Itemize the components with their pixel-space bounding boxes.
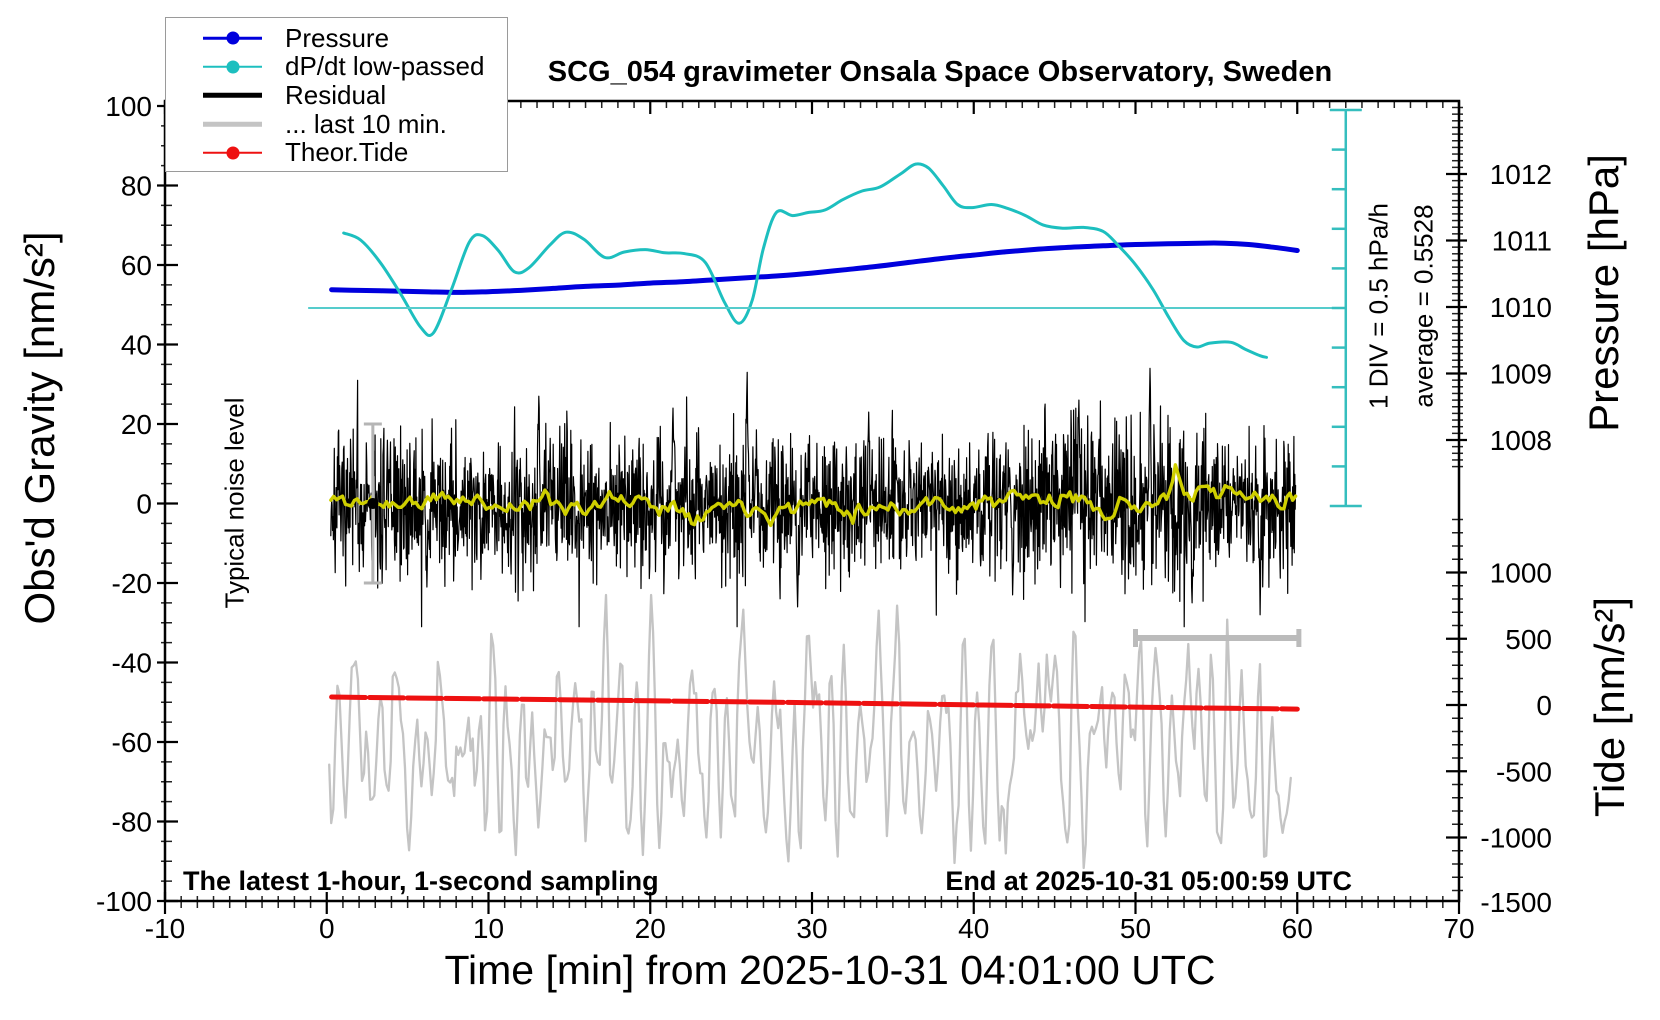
x-tick-label: 20 <box>635 913 666 944</box>
plot-frame <box>163 99 1461 903</box>
gravity-tick-label: -100 <box>96 886 152 917</box>
dpdt-lowpass-line <box>342 162 1268 359</box>
pressure-tick-label: 1010 <box>1490 292 1552 323</box>
gravity-tick-label: -40 <box>112 648 152 679</box>
gravity-tick-label: 80 <box>121 171 152 202</box>
gravity-tick-label: -20 <box>112 568 152 599</box>
x-tick-label: 70 <box>1443 913 1474 944</box>
x-tick-label: 30 <box>796 913 827 944</box>
pressure-tick-label: 1008 <box>1490 425 1552 456</box>
gravity-tick-label: -80 <box>112 807 152 838</box>
pressure-tick-label: 1012 <box>1490 159 1552 190</box>
gravity-tick-label: 0 <box>136 489 152 520</box>
pressure-line <box>329 240 1300 295</box>
last-10-min-trace <box>328 593 1292 870</box>
x-tick-label: 60 <box>1282 913 1313 944</box>
gravity-tick-label: 20 <box>121 409 152 440</box>
x-tick-label: 50 <box>1120 913 1151 944</box>
tide-tick-label: 500 <box>1505 624 1552 655</box>
tide-tick-label: 0 <box>1536 690 1552 721</box>
pressure-tick-label: 1011 <box>1492 226 1552 257</box>
tide-tick-label: -500 <box>1496 756 1552 787</box>
noise-level-dot <box>367 498 379 509</box>
x-tick-label: 40 <box>958 913 989 944</box>
gravity-tick-label: 40 <box>121 330 152 361</box>
residual-lowpass-line <box>329 463 1298 528</box>
theoretical-tide-line <box>329 694 1300 712</box>
tide-tick-label: 1000 <box>1490 558 1552 589</box>
x-tick-label: 0 <box>319 913 335 944</box>
gravity-tick-label: 100 <box>105 91 152 122</box>
gravity-tick-label: -60 <box>112 727 152 758</box>
tide-tick-label: -1000 <box>1480 823 1552 854</box>
gravity-tick-label: 60 <box>121 250 152 281</box>
pressure-tick-label: 1009 <box>1490 359 1552 390</box>
x-tick-label: 10 <box>473 913 504 944</box>
tide-tick-label: -1500 <box>1480 887 1552 918</box>
x-tick-label: -10 <box>145 913 185 944</box>
residual-trace <box>330 367 1297 628</box>
